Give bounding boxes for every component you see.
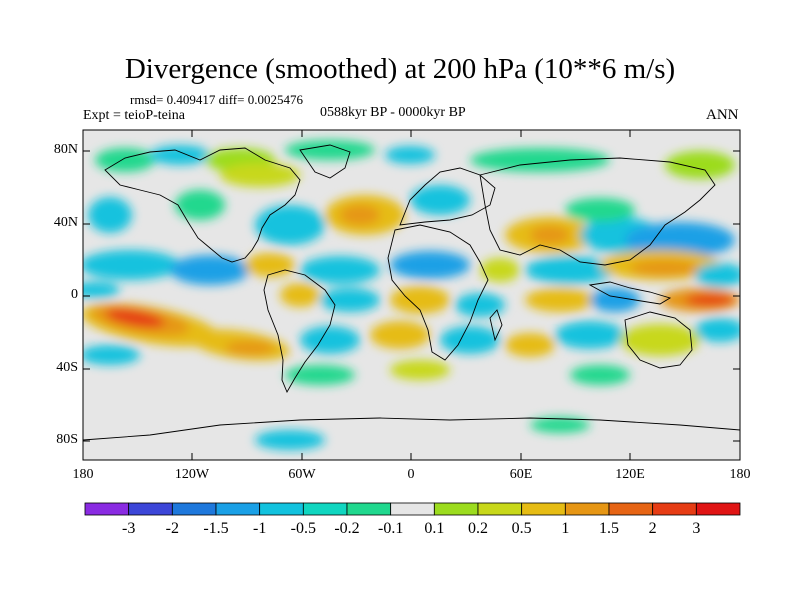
coastlines [83, 144, 740, 441]
coast-europe [399, 167, 496, 226]
colorbar-label: -0.2 [334, 520, 360, 537]
lon-label: 180 [729, 467, 751, 482]
colorbar-label: -2 [165, 520, 179, 537]
colorbar-label: 1 [561, 520, 570, 537]
colorbar-box [477, 502, 523, 516]
plot-title: Divergence (smoothed) at 200 hPa (10**6 … [124, 53, 676, 85]
colorbar-label: 3 [692, 520, 701, 537]
colorbar-box [652, 502, 697, 516]
lon-label: 0 [407, 467, 415, 482]
lat-label: 40S [56, 360, 78, 375]
coast-north-america [104, 147, 301, 263]
coast-africa [387, 224, 489, 361]
colorbar-label: 0.5 [511, 520, 532, 537]
colorbar-label: 1.5 [599, 520, 619, 537]
lon-label: 60E [509, 467, 533, 482]
colorbar-label: 2 [648, 520, 657, 537]
coast-greenland [299, 144, 351, 179]
stats-label: rmsd= 0.409417 diff= 0.0025476 [130, 92, 303, 107]
colorbar [84, 502, 741, 516]
lon-label: 60W [288, 467, 316, 482]
colorbar-label: -1 [252, 520, 267, 537]
colorbar-label: -1.5 [203, 520, 229, 537]
lon-label: 180 [72, 467, 94, 482]
experiment-label: Expt = teioP-teina [83, 108, 185, 123]
colorbar-box [695, 502, 741, 516]
lat-label: 80N [53, 142, 78, 157]
colorbar-box [128, 502, 173, 516]
colorbar-label: 0.2 [468, 520, 488, 537]
coast-south-america [263, 269, 336, 394]
colorbar-box [259, 502, 304, 516]
lat-label: 80S [56, 432, 78, 447]
coast-antarctica [83, 417, 740, 441]
coast-asia [479, 157, 716, 266]
lon-label: 120E [615, 467, 645, 482]
coast-madagascar [489, 309, 503, 342]
colorbar-box [608, 502, 654, 516]
colorbar-label: -0.1 [377, 520, 404, 537]
colorbar-box [390, 502, 435, 516]
colorbar-box [346, 502, 392, 516]
lat-label: 0 [71, 287, 78, 302]
colorbar-label: 0.1 [424, 520, 445, 537]
colorbar-box [84, 502, 130, 516]
colorbar-label: -3 [121, 520, 136, 537]
colorbar-label: -0.5 [290, 520, 316, 537]
colorbar-box [215, 502, 261, 516]
coast-indonesia [588, 281, 672, 305]
colorbar-box [302, 502, 348, 516]
colorbar-box [564, 502, 610, 516]
colorbar-box [521, 502, 566, 516]
coast-australia [624, 311, 693, 369]
axis-ticks [82, 130, 741, 460]
lon-label: 120W [174, 467, 210, 482]
colorbar-box [433, 502, 479, 516]
divergence-field [83, 140, 740, 450]
season-label: ANN [706, 107, 739, 123]
lat-label: 40N [53, 215, 78, 230]
colorbar-box [171, 502, 217, 516]
period-label: 0588kyr BP - 0000kyr BP [320, 105, 466, 120]
